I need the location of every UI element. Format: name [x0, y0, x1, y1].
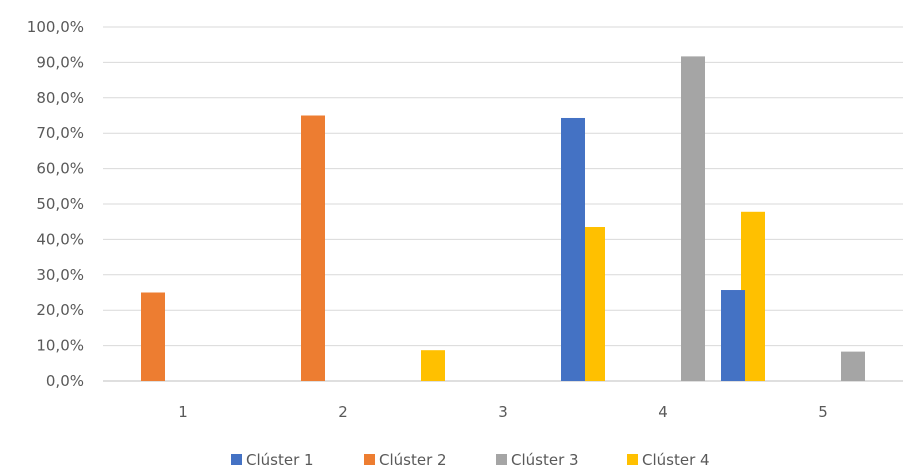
- y-tick-label: 100,0%: [27, 18, 84, 36]
- bar-cl-ster-2-cat-1: [141, 292, 165, 381]
- bar-cl-ster-3-cat-5: [841, 351, 865, 381]
- y-tick-label: 90,0%: [36, 53, 84, 71]
- x-axis-tick-labels: 1 2 3 4 5: [178, 403, 828, 421]
- x-tick-label: 4: [658, 403, 668, 421]
- legend-swatch: [364, 454, 375, 465]
- gridlines: [103, 26, 903, 382]
- y-tick-label: 10,0%: [36, 337, 84, 355]
- legend-item: Clúster 3: [496, 451, 579, 469]
- legend-item: Clúster 1: [231, 451, 314, 469]
- bar-cl-ster-2-cat-2: [301, 115, 325, 381]
- x-tick-label: 5: [818, 403, 828, 421]
- bar-cl-ster-1-cat-4: [561, 117, 585, 381]
- bars: [141, 56, 865, 382]
- y-tick-label: 0,0%: [46, 372, 84, 390]
- y-tick-label: 20,0%: [36, 301, 84, 319]
- legend-swatch: [231, 454, 242, 465]
- legend: Clúster 1 Clúster 2 Clúster 3 Clúster 4: [231, 451, 710, 469]
- y-tick-label: 70,0%: [36, 124, 84, 142]
- legend-item: Clúster 2: [364, 451, 447, 469]
- y-tick-label: 60,0%: [36, 160, 84, 178]
- y-tick-label: 40,0%: [36, 230, 84, 248]
- legend-label: Clúster 1: [246, 451, 314, 469]
- y-axis-tick-labels: 0,0% 10,0% 20,0% 30,0% 40,0% 50,0% 60,0% 70,0% 8…: [27, 18, 84, 390]
- x-tick-label: 1: [178, 403, 188, 421]
- legend-label: Clúster 2: [379, 451, 447, 469]
- legend-item: Clúster 4: [627, 451, 710, 469]
- y-tick-label: 30,0%: [36, 266, 84, 284]
- legend-swatch: [627, 454, 638, 465]
- x-tick-label: 2: [338, 403, 348, 421]
- x-tick-label: 3: [498, 403, 508, 421]
- y-tick-label: 80,0%: [36, 89, 84, 107]
- legend-label: Clúster 3: [511, 451, 579, 469]
- bar-cl-ster-3-cat-4: [681, 56, 705, 382]
- bar-cl-ster-1-cat-5: [721, 290, 745, 381]
- legend-swatch: [496, 454, 507, 465]
- y-tick-label: 50,0%: [36, 195, 84, 213]
- bar-cl-ster-4-cat-2: [421, 350, 445, 381]
- legend-label: Clúster 4: [642, 451, 710, 469]
